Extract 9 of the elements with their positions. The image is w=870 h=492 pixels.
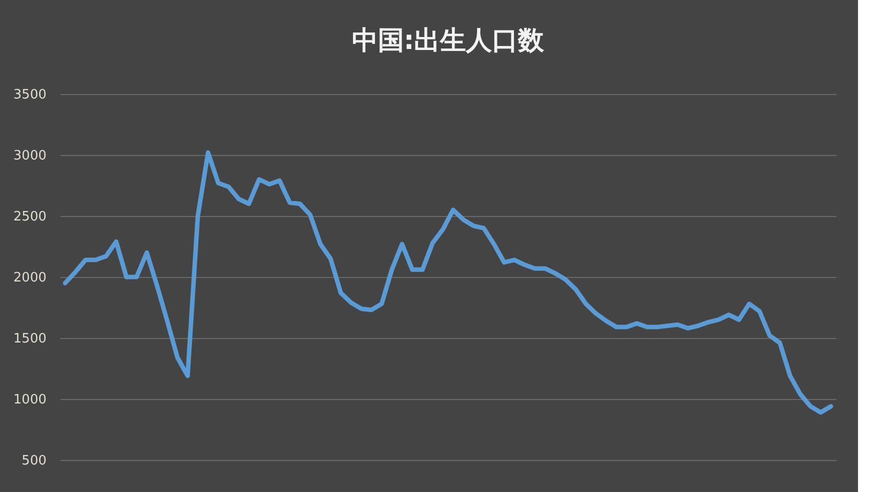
y-tick-label: 2000	[13, 270, 46, 286]
y-tick-label: 3000	[13, 148, 46, 164]
y-tick-label: 1000	[13, 392, 46, 408]
chart-title: 中国:出生人口数	[352, 26, 546, 56]
y-tick-label: 2500	[13, 210, 46, 224]
y-tick-label: 3500	[13, 88, 46, 102]
line-series	[62, 150, 834, 415]
y-tick-label: 1500	[13, 332, 46, 346]
y-tick-label: 500	[22, 454, 46, 468]
